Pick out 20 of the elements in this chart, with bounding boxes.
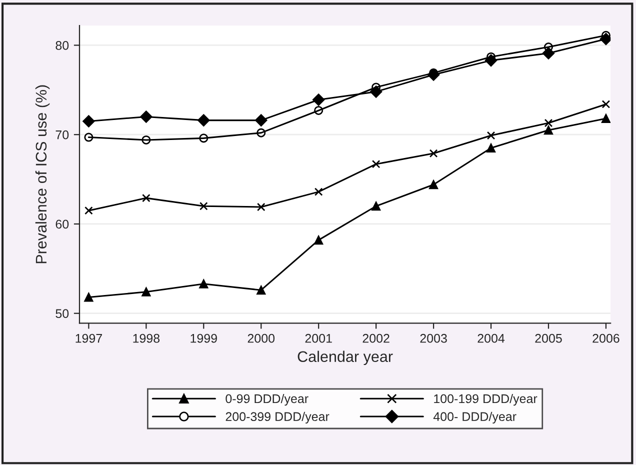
y-axis-title: Prevalence of ICS use (%) (35, 85, 50, 264)
y-tick-label: 50 (56, 309, 69, 318)
x-tick-label: 1999 (190, 334, 217, 343)
x-tick-label: 2002 (362, 334, 390, 343)
legend-label: 100-199 DDD/year (434, 394, 538, 406)
x-tick-label: 2003 (420, 334, 447, 343)
legend-label: 400- DDD/year (433, 412, 516, 424)
x-tick-label: 2004 (478, 334, 505, 343)
y-tick-label: 70 (56, 130, 69, 140)
y-tick-label: 60 (56, 220, 69, 229)
y-tick-label: 80 (56, 41, 69, 50)
x-tick-label: 1998 (133, 334, 160, 343)
x-tick-label: 2001 (305, 334, 332, 343)
legend-label: 200-399 DDD/year (226, 412, 330, 424)
x-tick-label: 2000 (248, 334, 275, 343)
x-tick-label: 2006 (592, 334, 620, 343)
x-axis-title: Calendar year (298, 350, 393, 366)
legend-label: 0-99 DDD/year (226, 394, 308, 406)
x-tick-label: 2005 (535, 334, 562, 343)
x-tick-label: 1997 (76, 334, 102, 343)
